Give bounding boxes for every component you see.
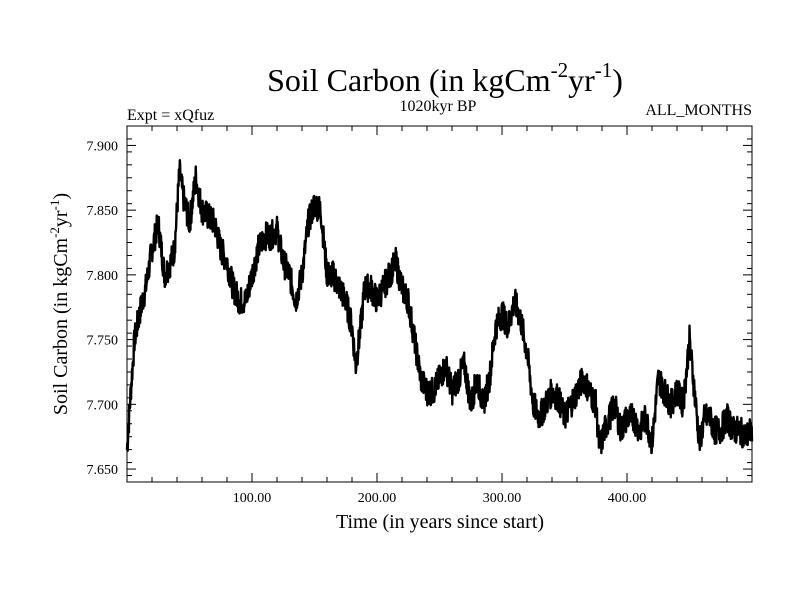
period-label: 1020kyr BP	[400, 98, 477, 115]
x-tick-label: 300.00	[483, 491, 522, 506]
plot-frame	[126, 125, 753, 483]
x-tick-label: 200.00	[358, 491, 397, 506]
y-tick-label: 7.900	[87, 139, 119, 154]
y-axis-ticks: 7.650 7.700 7.750 7.800 7.850 7.900	[87, 125, 752, 478]
months-label: ALL_MONTHS	[645, 102, 752, 119]
y-axis-title: Soil Carbon (in kgCm-2yr-1)	[47, 193, 72, 415]
x-tick-label: 100.00	[233, 491, 272, 506]
chart-title: Soil Carbon (in kgCm-2yr-1)	[267, 58, 623, 98]
series-line	[125, 158, 754, 455]
x-axis-ticks: 100.00 200.00 300.00 400.00	[151, 126, 728, 506]
y-tick-label: 7.650	[87, 463, 119, 478]
y-tick-label: 7.850	[87, 204, 119, 219]
x-tick-label: 400.00	[608, 491, 647, 506]
y-tick-label: 7.700	[87, 398, 119, 413]
experiment-label: Expt = xQfuz	[127, 107, 214, 124]
y-tick-label: 7.750	[87, 334, 119, 349]
y-tick-label: 7.800	[87, 269, 119, 284]
x-axis-title: Time (in years since start)	[336, 511, 544, 533]
